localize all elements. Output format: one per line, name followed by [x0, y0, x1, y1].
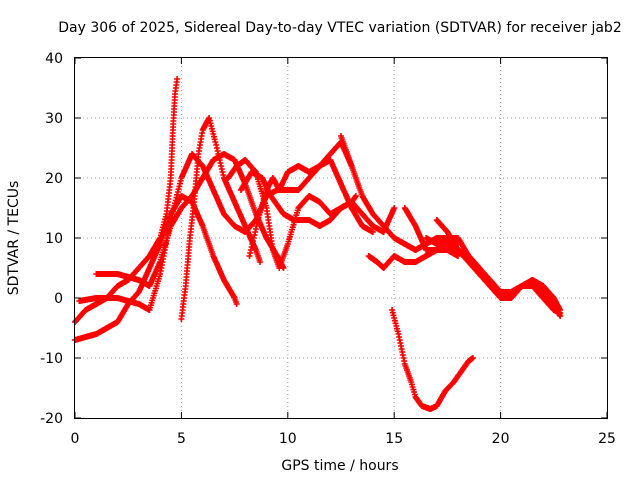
x-tick-label: 20 — [492, 431, 510, 447]
x-axis-label: GPS time / hours — [281, 458, 398, 474]
x-tick-label: 0 — [71, 431, 80, 447]
series-arc-a — [72, 76, 181, 325]
plot-points — [72, 76, 564, 412]
series-arc-e — [178, 115, 264, 322]
chart-title: Day 306 of 2025, Sidereal Day-to-day VTE… — [58, 20, 621, 36]
series-arc-d — [93, 151, 287, 289]
series-arc-n — [389, 307, 476, 412]
series-marks — [389, 307, 476, 412]
series-arc-c — [76, 151, 376, 313]
y-tick-label: 20 — [45, 171, 63, 187]
y-tick-label: 30 — [45, 111, 63, 127]
ticks — [74, 57, 608, 419]
series-arc-h — [238, 169, 398, 235]
y-axis-label: SDTVAR / TECUs — [6, 181, 22, 296]
x-tick-label: 25 — [598, 431, 616, 447]
y-tick-label: 10 — [45, 231, 63, 247]
series-marks — [76, 151, 376, 313]
tick-labels: 0 5 10 15 20 25 -20 -10 0 10 20 30 40 — [40, 51, 616, 447]
series-marks — [72, 76, 181, 325]
grid — [75, 58, 607, 418]
plot-frame — [74, 57, 608, 419]
series-marks — [93, 151, 287, 289]
series-arc-m — [433, 217, 564, 316]
y-tick-label: -10 — [40, 351, 63, 367]
x-tick-label: 15 — [385, 431, 403, 447]
y-tick-label: 40 — [45, 51, 63, 67]
y-tick-label: 0 — [54, 291, 63, 307]
series-marks — [178, 115, 264, 322]
x-tick-label: 10 — [279, 431, 297, 447]
series-marks — [433, 217, 564, 316]
y-tick-label: -20 — [40, 411, 63, 427]
series-marks — [238, 169, 398, 235]
x-tick-label: 5 — [177, 431, 186, 447]
